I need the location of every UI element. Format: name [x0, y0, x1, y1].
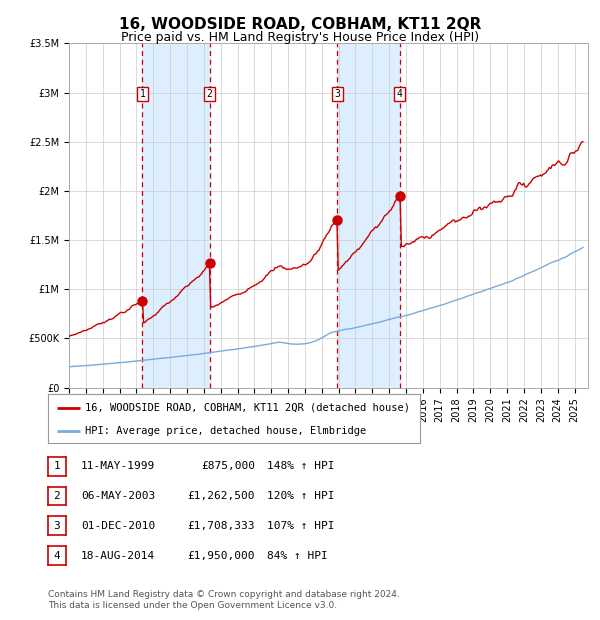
Text: 4: 4 [53, 551, 61, 560]
Text: 84% ↑ HPI: 84% ↑ HPI [267, 551, 328, 560]
Text: 120% ↑ HPI: 120% ↑ HPI [267, 491, 335, 501]
Text: 1: 1 [140, 89, 145, 99]
Bar [337, 43, 400, 388]
Text: 4: 4 [397, 89, 403, 99]
Text: 11-MAY-1999: 11-MAY-1999 [81, 461, 155, 471]
Text: 2: 2 [53, 491, 61, 501]
Text: Price paid vs. HM Land Registry's House Price Index (HPI): Price paid vs. HM Land Registry's House … [121, 31, 479, 44]
Text: 16, WOODSIDE ROAD, COBHAM, KT11 2QR: 16, WOODSIDE ROAD, COBHAM, KT11 2QR [119, 17, 481, 32]
Text: £875,000: £875,000 [201, 461, 255, 471]
Text: HPI: Average price, detached house, Elmbridge: HPI: Average price, detached house, Elmb… [85, 426, 367, 436]
Text: £1,708,333: £1,708,333 [187, 521, 255, 531]
Text: 01-DEC-2010: 01-DEC-2010 [81, 521, 155, 531]
Text: 18-AUG-2014: 18-AUG-2014 [81, 551, 155, 560]
Text: 16, WOODSIDE ROAD, COBHAM, KT11 2QR (detached house): 16, WOODSIDE ROAD, COBHAM, KT11 2QR (det… [85, 402, 410, 412]
Text: This data is licensed under the Open Government Licence v3.0.: This data is licensed under the Open Gov… [48, 601, 337, 611]
Bar [142, 43, 209, 388]
Text: 3: 3 [53, 521, 61, 531]
Text: £1,262,500: £1,262,500 [187, 491, 255, 501]
Text: Contains HM Land Registry data © Crown copyright and database right 2024.: Contains HM Land Registry data © Crown c… [48, 590, 400, 600]
Text: 107% ↑ HPI: 107% ↑ HPI [267, 521, 335, 531]
Text: 3: 3 [334, 89, 340, 99]
Text: 1: 1 [53, 461, 61, 471]
Text: 2: 2 [206, 89, 212, 99]
Text: 148% ↑ HPI: 148% ↑ HPI [267, 461, 335, 471]
Text: 06-MAY-2003: 06-MAY-2003 [81, 491, 155, 501]
Text: £1,950,000: £1,950,000 [187, 551, 255, 560]
